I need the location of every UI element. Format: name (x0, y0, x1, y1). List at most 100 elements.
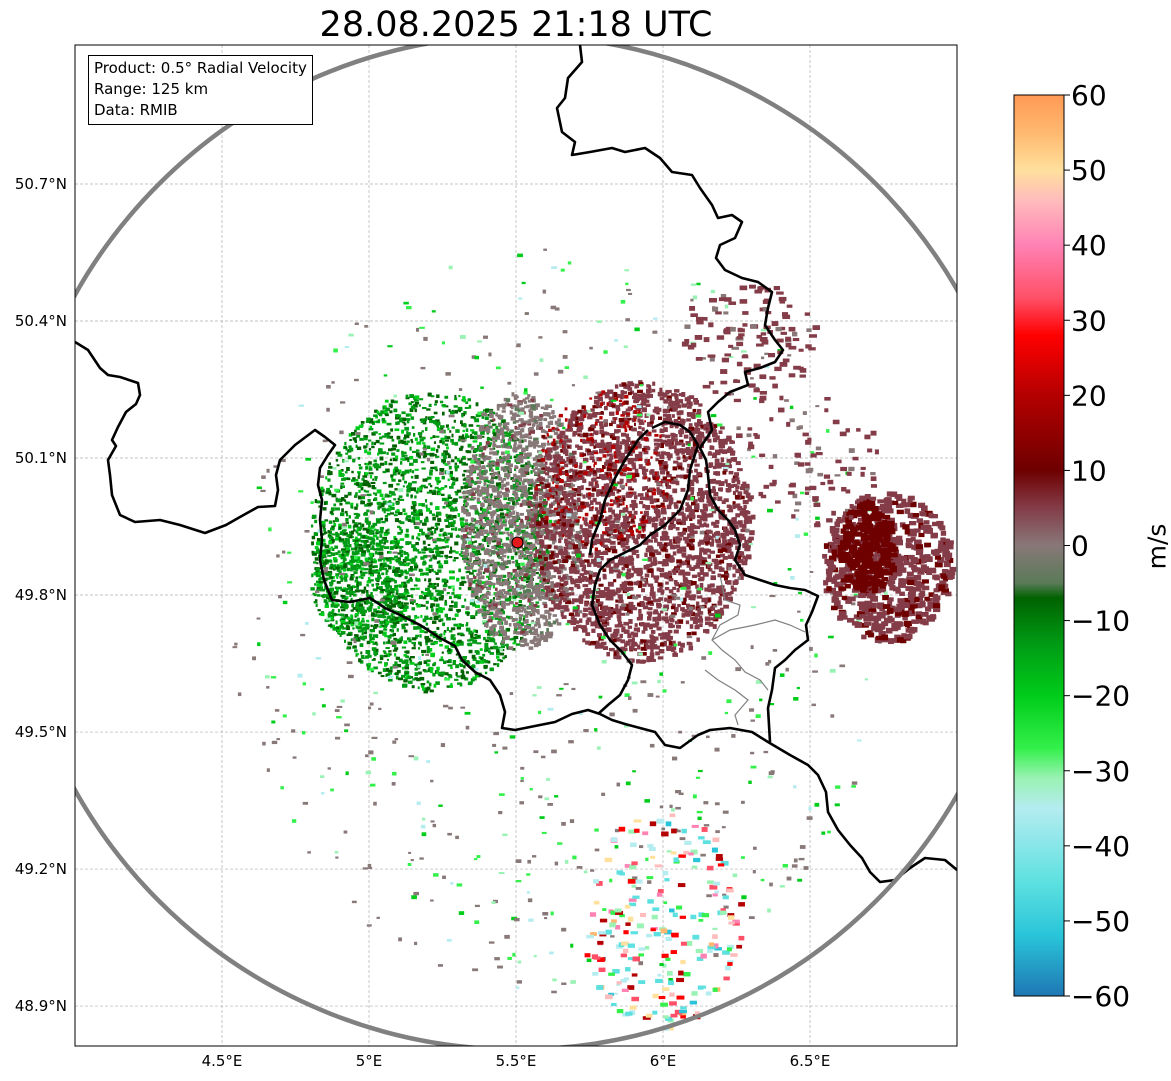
echo-pixel (522, 579, 526, 582)
echo-pixel (371, 561, 376, 564)
echo-pixel (457, 513, 461, 517)
echo-pixel (359, 570, 363, 574)
echo-pixel (481, 538, 485, 542)
echo-pixel (553, 487, 559, 492)
echo-pixel (313, 532, 319, 536)
echo-pixel (517, 401, 523, 406)
echo-pixel (355, 577, 359, 580)
echo-pixel (318, 571, 323, 574)
echo-pixel (431, 592, 434, 597)
echo-pixel (393, 498, 397, 501)
echo-pixel (343, 616, 347, 620)
echo-pixel (615, 599, 619, 603)
echo-pixel (546, 511, 551, 515)
echo-pixel (342, 568, 347, 572)
echo-pixel (366, 583, 369, 587)
echo-pixel (627, 406, 633, 411)
echo-pixel (386, 557, 391, 560)
echo-pixel (400, 571, 404, 575)
echo-pixel (372, 492, 376, 495)
echo-pixel (411, 481, 417, 484)
echo-pixel (444, 554, 449, 558)
echo-pixel (467, 443, 472, 448)
echo-pixel (446, 436, 451, 440)
echo-pixel (465, 671, 469, 674)
echo-pixel (414, 672, 419, 677)
echo-pixel (547, 435, 553, 439)
echo-pixel (542, 513, 547, 518)
echo-pixel (418, 509, 423, 513)
echo-pixel (375, 529, 379, 533)
echo-pixel (576, 488, 582, 493)
echo-pixel (640, 402, 647, 406)
echo-pixel (435, 577, 440, 581)
echo-pixel (403, 608, 408, 612)
echo-pixel (422, 618, 427, 623)
echo-pixel (448, 521, 453, 525)
echo-pixel (543, 635, 549, 639)
echo-pixel (404, 666, 410, 670)
echo-pixel (553, 509, 559, 513)
echo-pixel (476, 642, 482, 645)
echo-pixel (423, 444, 427, 448)
echo-pixel (401, 646, 407, 649)
echo-pixel (521, 551, 524, 556)
echo-pixel (510, 535, 514, 540)
echo-pixel (420, 569, 424, 572)
echo-pixel (338, 569, 341, 572)
echo-pixel (378, 586, 382, 590)
echo-pixel (358, 547, 364, 551)
echo-pixel (454, 643, 460, 647)
echo-pixel (605, 516, 612, 520)
echo-pixel (547, 589, 554, 593)
echo-pixel (469, 601, 474, 606)
echo-pixel (453, 498, 458, 503)
echo-pixel (337, 608, 341, 613)
echo-pixel (404, 618, 407, 622)
echo-pixel (515, 528, 519, 533)
echo-pixel (501, 483, 507, 488)
echo-pixel (466, 660, 470, 664)
echo-pixel (483, 476, 489, 480)
echo-pixel (546, 507, 552, 512)
echo-pixel (563, 480, 568, 485)
echo-pixel (496, 541, 502, 546)
echo-pixel (338, 451, 341, 456)
echo-pixel (642, 524, 647, 528)
echo-pixel (492, 447, 496, 450)
echo-pixel (364, 511, 368, 516)
echo-pixel (493, 638, 496, 643)
echo-pixel (465, 549, 469, 552)
echo-pixel (365, 599, 370, 604)
echo-pixel (526, 496, 530, 501)
echo-pixel (339, 625, 344, 629)
echo-pixel (454, 541, 459, 546)
echo-pixel (370, 629, 373, 633)
echo-pixel (650, 658, 656, 662)
echo-pixel (530, 575, 534, 580)
echo-pixel (572, 514, 577, 518)
echo-pixel (422, 687, 426, 691)
echo-pixel (692, 475, 697, 479)
echo-pixel (545, 619, 549, 624)
echo-pixel (508, 468, 513, 473)
echo-pixel (456, 625, 461, 628)
echo-pixel (419, 629, 425, 633)
echo-pixel (506, 398, 511, 402)
echo-pixel (503, 519, 506, 524)
echo-pixel (363, 479, 368, 483)
echo-pixel (330, 616, 334, 621)
echo-pixel (360, 524, 364, 528)
echo-pixel (495, 574, 499, 578)
echo-pixel (351, 560, 356, 563)
echo-pixel (512, 510, 516, 515)
echo-pixel (455, 506, 458, 510)
echo-pixel (387, 434, 390, 438)
echo-pixel (499, 608, 504, 612)
echo-pixel (495, 482, 500, 487)
echo-pixel (539, 479, 543, 483)
echo-pixel (362, 623, 367, 626)
echo-pixel (407, 553, 410, 558)
echo-pixel (327, 554, 332, 557)
echo-pixel (396, 449, 400, 452)
